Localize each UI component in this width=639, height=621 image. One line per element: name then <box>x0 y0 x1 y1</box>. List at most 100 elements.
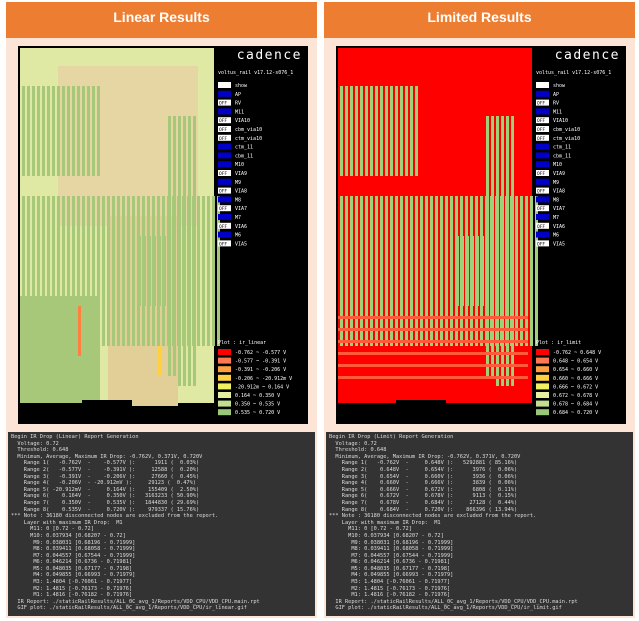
layer-label: RV <box>553 101 559 107</box>
metal-stripe <box>107 196 110 346</box>
layer-toggle[interactable] <box>536 178 549 185</box>
metal-stripe <box>67 196 70 346</box>
layer-toggle[interactable] <box>218 90 231 97</box>
layer-toggle[interactable] <box>218 214 231 220</box>
report-line: Begin IR Drop (Linear) Report Generation <box>11 434 139 440</box>
metal-stripe <box>405 86 408 176</box>
layer-toggle[interactable] <box>218 187 231 194</box>
metal-stripe <box>425 196 428 346</box>
metal-stripe <box>338 376 528 379</box>
layer-toggle[interactable] <box>536 161 549 168</box>
plot-title: Plot : ir_limit <box>536 340 581 346</box>
plot-title: Plot : ir_linear <box>218 340 266 346</box>
layer-toggle[interactable] <box>218 170 231 176</box>
layer-toggle[interactable] <box>536 231 549 238</box>
block <box>82 400 132 418</box>
layer-label: VIA9 <box>553 171 565 177</box>
layer-toggle[interactable] <box>218 231 231 238</box>
report-line: M7: 0.044557 [0.67544 - 0.71999] <box>11 552 136 559</box>
version: voltus_rail v17.12-s076_1 <box>218 70 293 76</box>
report-line: Range 2( 0.648V - 0.654V ): 3976 ( 0.06%… <box>329 466 518 473</box>
layer-toggle[interactable] <box>536 143 549 150</box>
layer-state: OFF <box>537 136 545 142</box>
report-line: Range 5( -20.912mV - 0.164V ): 155409 ( … <box>11 486 200 493</box>
metal-stripe <box>415 86 418 176</box>
layer-label: cbm_11 <box>235 153 253 159</box>
metal-stripe <box>525 196 528 346</box>
layer-toggle[interactable] <box>536 214 549 220</box>
layer-toggle[interactable] <box>218 161 231 168</box>
layer-toggle[interactable] <box>536 187 549 194</box>
report-line: GIF plot: ./staticRailResults/ALL_0C_avg… <box>11 605 247 612</box>
layer-toggle[interactable] <box>536 240 549 247</box>
report-line: Range 1( -0.762V - -0.577V ): 1911 ( 0.0… <box>11 460 200 467</box>
legend-label: -0.577 ~ -0.391 V <box>235 359 286 365</box>
metal-stripe <box>410 86 413 176</box>
report-line: M3: 1.4804 [-0.76061 - 0.71977] <box>11 579 133 586</box>
metal-stripe <box>72 196 75 346</box>
layer-label: M8 <box>553 197 559 203</box>
report-line: M11: 0 [0.72 - 0.72] <box>329 526 412 533</box>
layer-toggle[interactable] <box>218 82 231 88</box>
layer-toggle[interactable] <box>536 205 549 212</box>
layer-toggle[interactable] <box>536 82 549 88</box>
layer-toggle[interactable] <box>536 90 549 97</box>
logo: cadence <box>237 48 302 63</box>
report-line: Range 8( 0.535V - 0.720V ): 979337 ( 15.… <box>11 506 200 513</box>
metal-stripe <box>82 86 85 176</box>
layer-toggle[interactable] <box>536 152 549 159</box>
metal-stripe <box>112 196 115 346</box>
layer-toggle[interactable] <box>218 240 231 247</box>
metal-stripe <box>32 86 35 176</box>
legend-swatch <box>536 366 549 373</box>
layer-toggle[interactable] <box>536 99 549 106</box>
layer-toggle[interactable] <box>218 196 231 203</box>
legend-swatch <box>218 400 231 407</box>
legend-swatch <box>218 409 231 416</box>
block <box>396 400 446 418</box>
logo: cadence <box>555 48 620 63</box>
layer-state: OFF <box>537 101 545 107</box>
legend-swatch <box>536 409 549 416</box>
report-line: Range 7( 0.350V - 0.535V ): 1844830 ( 29… <box>11 499 200 506</box>
report-line: GIF plot: ./staticRailResults/ALL_0C_avg… <box>329 605 562 612</box>
metal-stripe <box>72 86 75 176</box>
metal-stripe <box>62 196 65 346</box>
report-line: M3: 1.4804 [-0.76061 - 0.71977] <box>329 579 451 586</box>
layer-toggle[interactable] <box>536 108 549 115</box>
layer-toggle[interactable] <box>536 222 549 229</box>
report-line: *** Note : 36180 disconnected nodes are … <box>329 513 537 520</box>
layer-toggle[interactable] <box>536 134 549 141</box>
layer-toggle[interactable] <box>536 196 549 203</box>
layer-toggle[interactable] <box>536 170 549 176</box>
layer-toggle[interactable] <box>536 126 549 132</box>
plot-region <box>20 296 100 403</box>
legend-swatch <box>218 357 231 364</box>
layer-toggle[interactable] <box>218 126 231 132</box>
layer-label: cbm_via10 <box>235 127 262 133</box>
layer-toggle[interactable] <box>218 205 231 212</box>
layer-toggle[interactable] <box>218 117 231 124</box>
report-line: M6: 0.046214 [0.6736 - 0.71981] <box>11 559 133 566</box>
metal-stripe <box>375 196 378 346</box>
layer-label: VIA6 <box>235 224 247 230</box>
layer-toggle[interactable] <box>218 108 231 115</box>
layer-toggle[interactable] <box>218 152 231 159</box>
layer-toggle[interactable] <box>218 178 231 185</box>
layer-toggle[interactable] <box>218 99 231 106</box>
report-line: Range 1( -0.762V - 0.648V ): 5292881 ( 8… <box>329 460 518 467</box>
layout-plot <box>20 48 220 418</box>
layer-toggle[interactable] <box>536 117 549 124</box>
legend-label: 0.164 ~ 0.350 V <box>235 393 280 399</box>
report-line: M5: 0.048035 [0.67177 - 0.7198] <box>329 565 451 572</box>
layer-toggle[interactable] <box>218 143 231 150</box>
legend-swatch <box>218 383 231 390</box>
layer-toggle[interactable] <box>218 222 231 229</box>
layer-label: AP <box>553 92 559 98</box>
metal-stripe <box>535 196 538 346</box>
layer-label: VIA5 <box>235 241 247 247</box>
metal-stripe <box>338 316 528 319</box>
layer-toggle[interactable] <box>218 134 231 141</box>
legend-label: -0.762 ~ 0.648 V <box>553 350 601 356</box>
